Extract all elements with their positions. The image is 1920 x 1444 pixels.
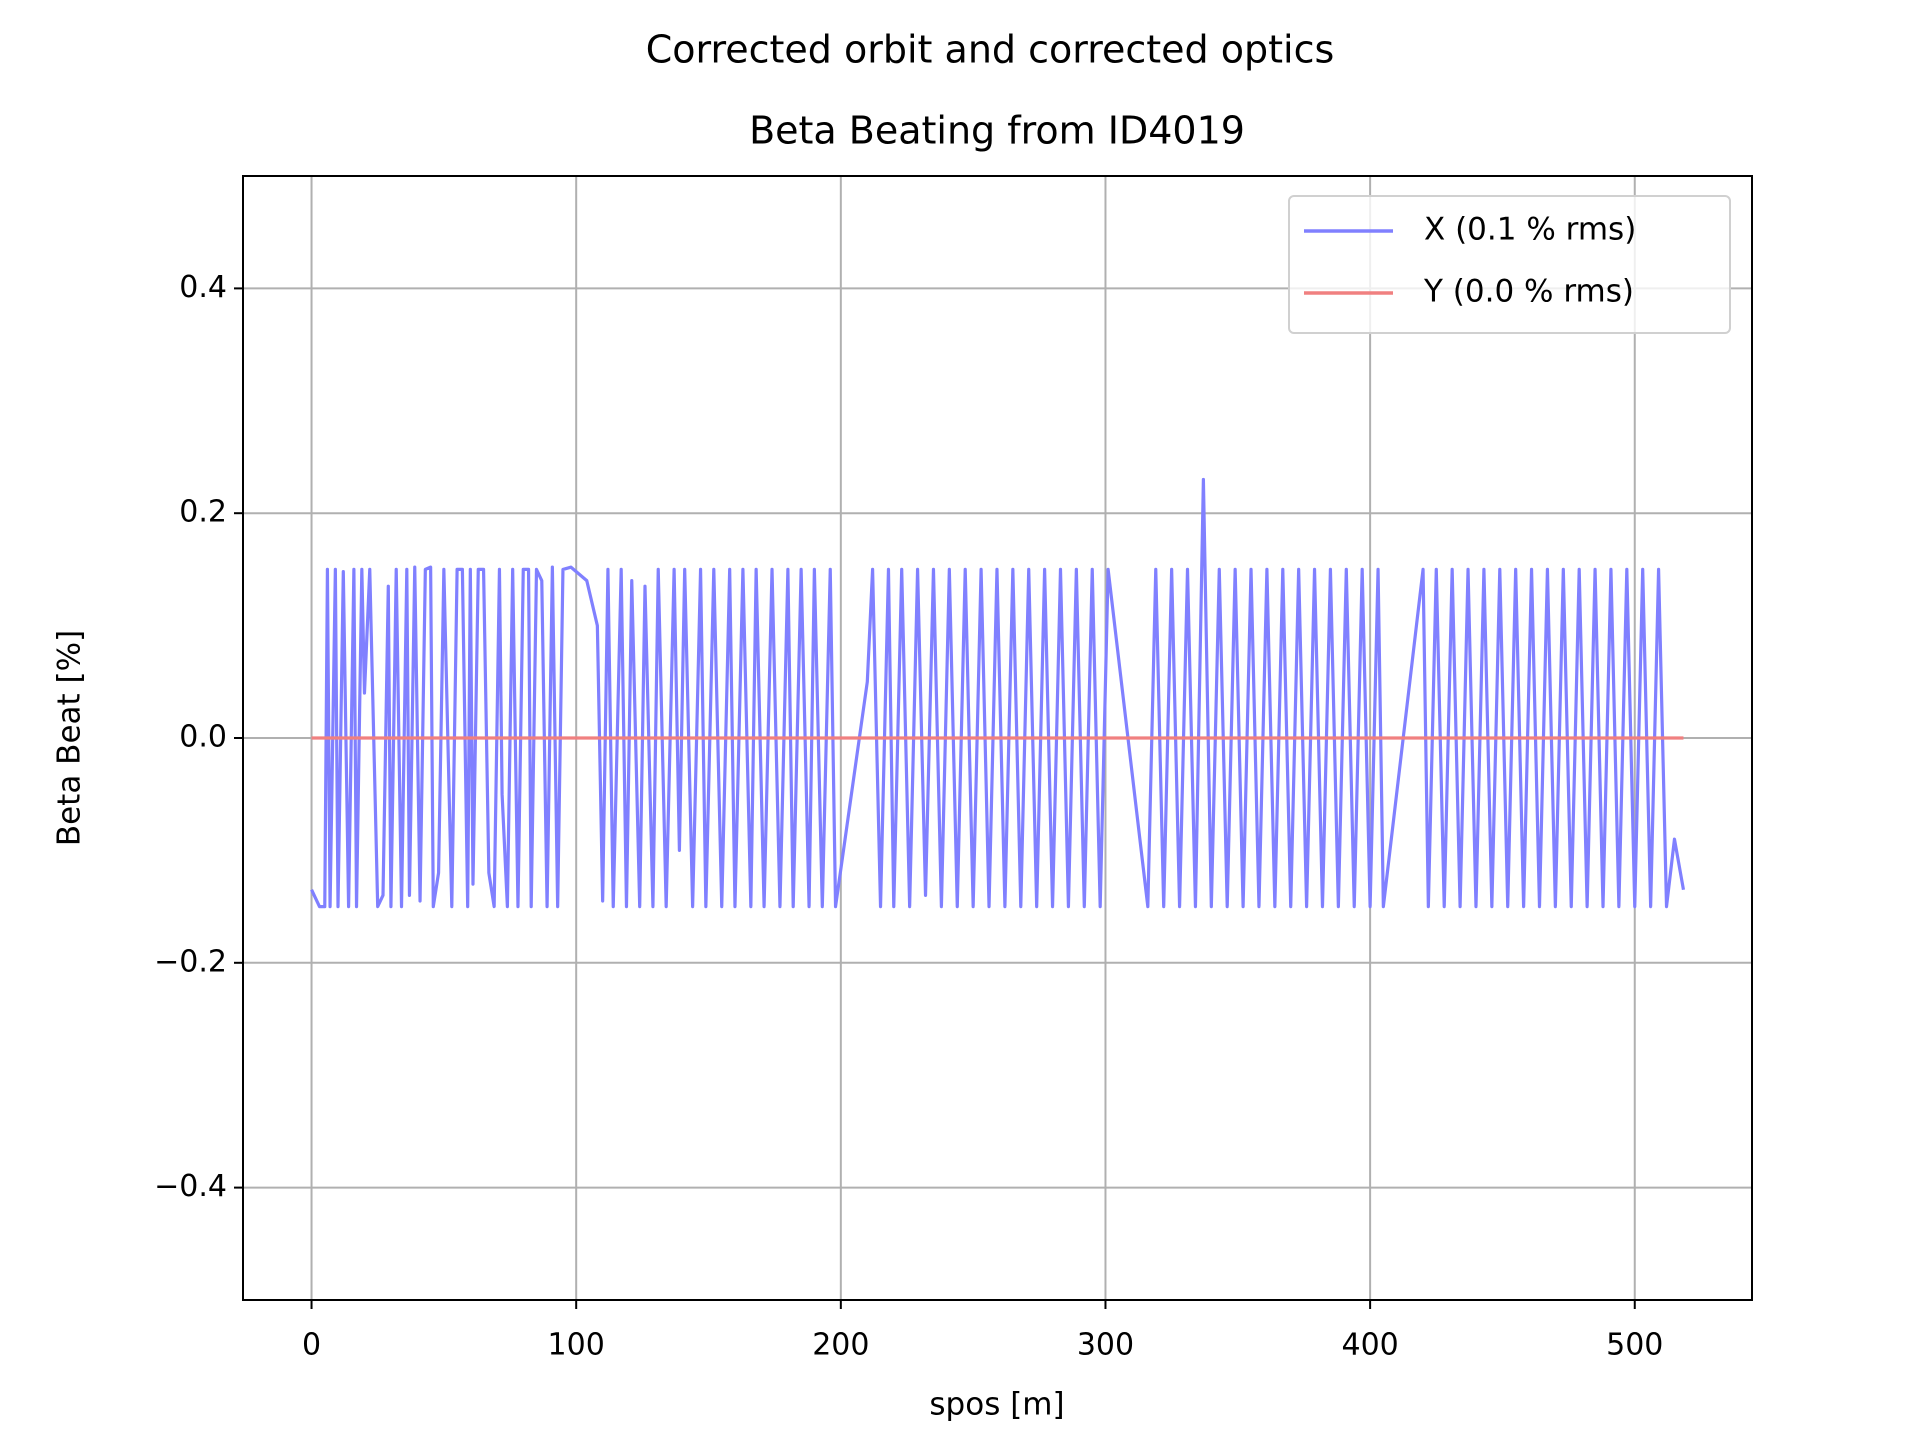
legend: X (0.1 % rms) Y (0.0 % rms): [1288, 195, 1731, 334]
y-tick-label: 0.4: [179, 270, 227, 305]
x-tick-label: 400: [1341, 1328, 1398, 1363]
axes-frame: [242, 175, 1753, 1301]
x-tick-label: 0: [302, 1328, 321, 1363]
y-tick-label: −0.2: [154, 944, 227, 979]
x-tick-label: 500: [1606, 1328, 1663, 1363]
y-tick-label: −0.4: [154, 1169, 227, 1204]
x-tick-label: 100: [548, 1328, 605, 1363]
x-axis-label: spos [m]: [929, 1387, 1064, 1423]
legend-label: X (0.1 % rms): [1424, 212, 1636, 248]
x-tick-label: 300: [1077, 1328, 1134, 1363]
legend-label: Y (0.0 % rms): [1423, 274, 1634, 310]
chart-title: Corrected orbit and corrected optics: [646, 28, 1335, 72]
x-tick-label: 200: [812, 1328, 869, 1363]
y-tick-label: 0.2: [179, 495, 227, 530]
y-tick-label: 0.0: [179, 720, 227, 755]
plot-area: 0 100 200 300 400 500 −0.4 −0.2 0.0 0.2 0.4 X (0.1 …: [154, 175, 1753, 1363]
y-axis-label: Beta Beat [%]: [52, 630, 88, 846]
chart-subtitle: Beta Beating from ID4019: [749, 109, 1245, 153]
legend-box: [1288, 195, 1731, 334]
